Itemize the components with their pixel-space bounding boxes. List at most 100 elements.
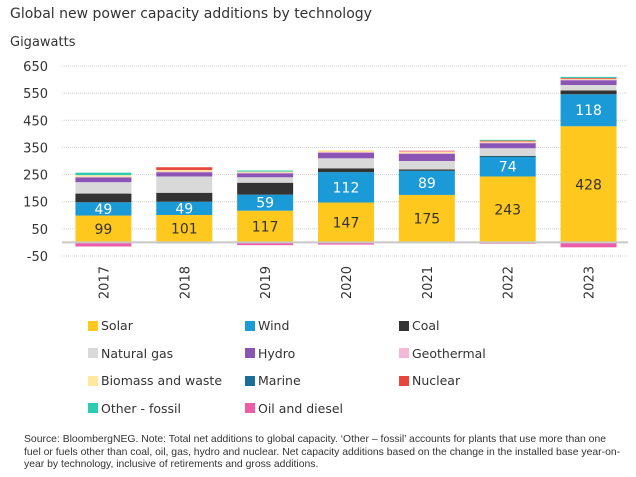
bar-segment-nuclear [156, 167, 213, 170]
bar-segment-solar [75, 215, 132, 243]
data-label: 428 [575, 177, 602, 193]
bar-stack-2019: 117 59 [237, 170, 294, 246]
bar-segment-wind [75, 202, 132, 216]
bar-segment-biomass-and-waste [318, 150, 374, 153]
bar-segment-coal [156, 192, 213, 202]
legend-label: Geothermal [412, 345, 486, 361]
bar-segment-biomass-and-waste [479, 141, 536, 143]
bar-segment-solar [156, 215, 213, 243]
bar-segment-natural-gas [237, 177, 294, 183]
bar-segment-other-fossil [237, 170, 294, 172]
x-tick-label: 2022 [502, 266, 517, 299]
bar-segment-nuclear [560, 77, 617, 79]
bar-segment-natural-gas [75, 182, 132, 194]
bar-segment-wind [156, 201, 213, 216]
data-label: 118 [575, 103, 602, 119]
bar-segment-coal [560, 90, 617, 95]
legend-item: Nuclear [399, 373, 460, 388]
y-axis-ticks: -50 50 150 250 350 450 550 650 [23, 60, 48, 265]
bar-segment-wind [398, 170, 455, 195]
bar-segment-coal [318, 168, 374, 173]
bar-segment-wind [237, 194, 294, 211]
source-note: Source: BloombergNEG. Note: Total net ad… [24, 434, 621, 471]
y-tick-label: 650 [23, 60, 48, 75]
legend-label: Solar [101, 318, 133, 333]
bar-stack-2023: 428 118 [560, 76, 617, 248]
x-tick-label: 2018 [178, 266, 193, 299]
bar-segment-coal [398, 169, 455, 171]
bar-segment-geothermal [75, 176, 132, 178]
bar-segment-coal [75, 193, 132, 203]
x-axis-ticks: 2017 2018 2019 2020 2021 2022 2023 [97, 266, 597, 299]
legend-item: Natural gas [88, 346, 173, 361]
legend-label: Nuclear [412, 373, 461, 388]
legend-swatch [245, 375, 255, 386]
legend-item: Solar [88, 318, 133, 333]
legend-item: Marine [245, 373, 301, 388]
legend-swatch [245, 403, 255, 413]
legend-item: Hydro [245, 346, 295, 361]
bar-segment-solar [479, 176, 536, 243]
legend-label: Wind [258, 318, 290, 333]
bar-segment-wind [560, 94, 617, 127]
bar-segment-oil-and-diesel [318, 242, 374, 245]
bar-segment-wind [318, 172, 374, 203]
legend-item: Geothermal [399, 346, 486, 361]
legend-swatch [88, 348, 98, 358]
x-tick-label: 2019 [259, 266, 274, 299]
x-tick-label: 2020 [340, 266, 355, 299]
bar-segment-wind [479, 156, 536, 177]
legend-swatch [88, 375, 98, 386]
bar-segment-hydro [156, 171, 213, 177]
legend-swatch [399, 320, 409, 331]
y-tick-label: 250 [23, 169, 48, 184]
bar-segment-hydro [398, 153, 455, 161]
legend-item: Coal [399, 318, 440, 333]
bar-segment-other-fossil [75, 172, 132, 176]
bar-segment-natural-gas [318, 158, 374, 169]
legend-item: Oil and diesel [245, 401, 343, 416]
bar-segment-biomass-and-waste [398, 151, 455, 154]
bar-stack-2022: 243 74 [479, 139, 536, 244]
bar-segment-geothermal [560, 79, 617, 81]
legend-swatch [245, 348, 255, 358]
legend-label: Natural gas [101, 345, 174, 361]
legend-swatch [88, 320, 98, 331]
data-label: 89 [418, 176, 436, 192]
bar-segment-oil-and-diesel [398, 150, 455, 152]
data-label: 74 [499, 159, 517, 175]
data-label: 243 [494, 202, 521, 218]
legend-swatch [245, 320, 255, 331]
data-label: 49 [175, 201, 193, 217]
y-tick-label: -50 [27, 250, 48, 265]
data-label: 112 [333, 180, 360, 196]
bar-segment-biomass-and-waste [75, 175, 132, 177]
bar-segment-coal [479, 155, 536, 157]
legend-label: Other - fossil [101, 400, 181, 416]
legend-label: Oil and diesel [258, 400, 344, 416]
y-tick-label: 50 [31, 223, 48, 238]
bar-segment-natural-gas [479, 148, 536, 156]
bar-segment-geothermal [318, 152, 374, 153]
x-tick-label: 2021 [421, 266, 436, 299]
legend-label: Hydro [258, 345, 296, 361]
data-label: 175 [413, 212, 440, 228]
bar-segment-oil-and-diesel [560, 242, 617, 248]
y-axis-unit-label: Gigawatts [10, 35, 76, 50]
x-tick-label: 2017 [97, 266, 112, 299]
legend-item: Wind [245, 318, 289, 333]
bar-segment-biomass-and-waste [237, 171, 294, 173]
data-label: 59 [256, 196, 274, 212]
legend-item: Other - fossil [88, 401, 181, 416]
chart-title: Global new power capacity additions by t… [10, 6, 372, 22]
bar-stack-2021: 175 89 [398, 150, 455, 243]
data-label: 49 [95, 202, 113, 218]
data-label: 117 [252, 220, 279, 236]
bar-segment-hydro [237, 172, 294, 178]
data-label: 101 [171, 222, 198, 238]
bar-stack-2020: 147 112 [318, 150, 374, 245]
bar-segment-geothermal [398, 153, 455, 154]
